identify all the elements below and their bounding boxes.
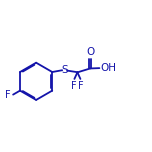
Text: F: F <box>78 81 84 91</box>
Text: F: F <box>71 81 76 91</box>
Text: O: O <box>86 47 94 57</box>
Text: F: F <box>5 90 11 100</box>
Text: OH: OH <box>100 63 116 73</box>
Text: S: S <box>61 65 68 75</box>
